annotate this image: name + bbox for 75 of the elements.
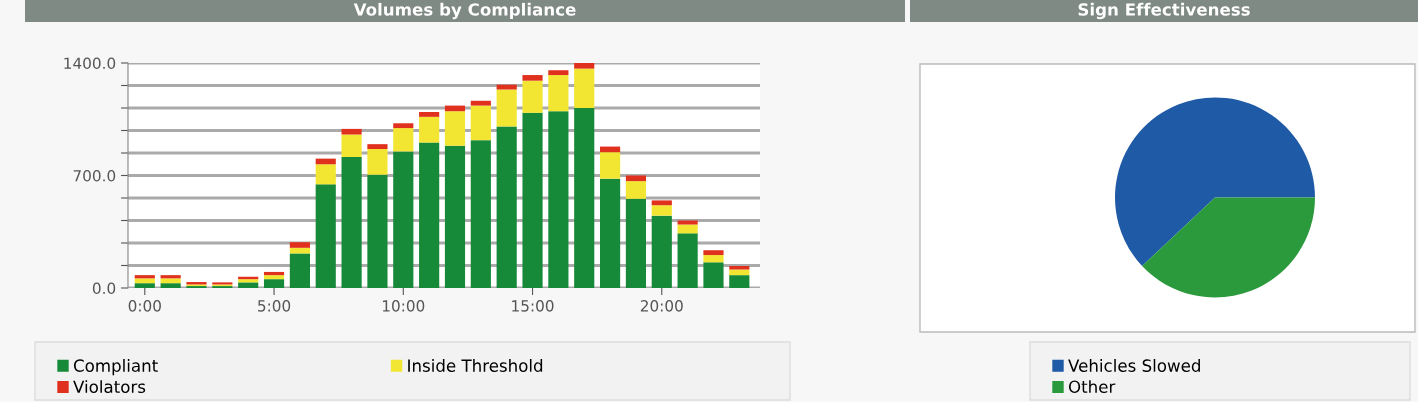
bar <box>625 181 647 199</box>
bar <box>393 123 414 129</box>
legend-label: Inside Threshold <box>408 359 543 372</box>
bar <box>393 151 414 288</box>
bar <box>651 205 672 216</box>
x-tick-label: 0:00 <box>128 300 161 312</box>
bar <box>134 275 155 279</box>
legend-label: Compliant <box>73 359 158 376</box>
bar <box>470 140 491 288</box>
bar <box>574 108 595 288</box>
bar <box>625 198 647 288</box>
chart-title: Sign Effectiveness <box>1078 2 1250 20</box>
bar <box>600 178 621 288</box>
bar <box>289 253 310 288</box>
bar <box>263 271 285 276</box>
bar <box>419 112 440 117</box>
legend-label: Other <box>1068 380 1116 394</box>
bar <box>677 224 698 234</box>
x-tick-label: 10:00 <box>382 300 425 312</box>
bar <box>729 265 750 270</box>
bar <box>496 89 517 127</box>
y-tick-label: 0.0 <box>92 282 116 295</box>
bar <box>315 164 336 185</box>
bar <box>703 255 724 263</box>
bar <box>160 283 181 288</box>
pie-slice <box>1115 97 1315 266</box>
bar <box>522 75 543 81</box>
legend-label: Vehicles Slowed <box>1068 359 1200 372</box>
bar <box>548 75 569 112</box>
bar <box>134 278 155 284</box>
bar <box>522 80 543 113</box>
bar <box>651 215 672 288</box>
bar <box>160 278 181 284</box>
bar <box>419 116 440 143</box>
x-tick-label: 20:00 <box>640 300 683 312</box>
bar <box>548 70 569 76</box>
bar <box>367 144 388 149</box>
bar <box>263 275 285 280</box>
bar <box>160 275 181 279</box>
bar <box>238 282 259 288</box>
bar <box>367 174 388 288</box>
bar <box>289 242 310 248</box>
bar <box>419 142 440 288</box>
bar <box>470 100 491 106</box>
bar <box>496 84 517 90</box>
legend-label: Violators <box>73 380 146 394</box>
y-tick-label: 1400.0 <box>64 57 116 70</box>
bar <box>367 148 388 175</box>
bar <box>677 220 698 225</box>
bar <box>263 279 285 288</box>
bar <box>548 111 569 288</box>
bar <box>677 233 698 288</box>
bar <box>729 275 750 288</box>
bar <box>574 63 595 69</box>
x-tick-label: 15:00 <box>512 300 554 312</box>
bar <box>574 68 595 108</box>
bar <box>315 184 336 288</box>
bar <box>341 134 362 158</box>
bar <box>703 262 724 288</box>
bar <box>496 126 517 288</box>
bar <box>600 152 621 179</box>
chart-title: Volumes by Compliance <box>353 2 576 20</box>
pie-slice <box>1142 197 1315 298</box>
bar <box>341 128 362 135</box>
bar <box>393 128 414 152</box>
bar <box>522 112 543 288</box>
bar <box>470 105 491 141</box>
bar <box>651 200 672 206</box>
bar <box>444 145 466 288</box>
bar <box>444 111 466 146</box>
bar <box>341 157 362 288</box>
y-tick-label: 700.0 <box>73 169 116 182</box>
bar <box>134 283 155 288</box>
x-tick-label: 5:00 <box>258 300 291 312</box>
bar <box>703 250 724 256</box>
